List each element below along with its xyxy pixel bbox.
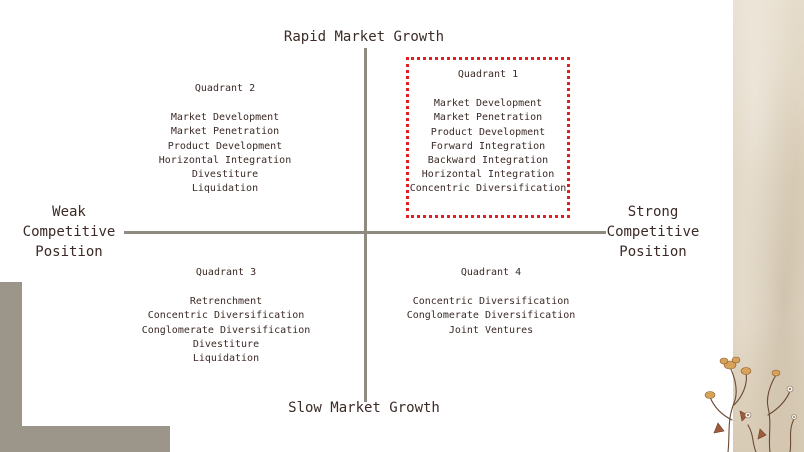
strategy-item: Concentric Diversification <box>409 183 567 195</box>
axis-label-right-line: Strong <box>627 204 679 220</box>
axis-label-left-line: Position <box>35 244 103 260</box>
axis-label-left-line: Competitive <box>22 224 116 240</box>
strategy-item: Liquidation <box>191 183 259 195</box>
strategy-item: Product Development <box>167 140 283 152</box>
strategy-item: Market Penetration <box>433 112 543 124</box>
quadrant-title: Quadrant 3 <box>195 267 257 278</box>
axis-label-right-line: Position <box>619 244 687 260</box>
strategy-item: Concentric Diversification <box>147 310 305 322</box>
quadrant-title: Quadrant 4 <box>460 267 522 278</box>
strategy-item: Horizontal Integration <box>158 154 292 166</box>
strategy-item: Retrenchment <box>189 296 263 308</box>
quadrant-2: Quadrant 2 Market Development Market Pen… <box>150 82 300 196</box>
strategy-item: Market Development <box>170 112 280 124</box>
quadrant-4: Quadrant 4 Concentric Diversification Co… <box>400 266 582 338</box>
axis-label-left-line: Weak <box>52 204 86 220</box>
decorative-frame-horizontal <box>0 426 170 452</box>
strategy-item: Liquidation <box>192 353 260 365</box>
strategy-item: Forward Integration <box>430 140 546 152</box>
horizontal-axis <box>124 231 606 234</box>
strategy-item: Market Penetration <box>170 126 280 138</box>
axis-label-top: Rapid Market Growth <box>283 29 445 45</box>
axis-label-right: Strong Competitive Position <box>598 202 708 262</box>
strategy-item: Divestiture <box>192 338 260 350</box>
strategy-item: Concentric Diversification <box>412 296 570 308</box>
strategy-item: Divestiture <box>191 169 259 181</box>
decorative-frame-vertical <box>0 282 22 452</box>
quadrant-3: Quadrant 3 Retrenchment Concentric Diver… <box>140 266 312 366</box>
strategy-item: Joint Ventures <box>448 324 534 336</box>
quadrant-title: Quadrant 2 <box>194 83 256 94</box>
axis-label-left: Weak Competitive Position <box>14 202 124 262</box>
axis-label-bottom: Slow Market Growth <box>288 400 440 416</box>
quadrant-1-highlight <box>406 57 570 218</box>
vertical-axis <box>364 48 367 402</box>
strategy-item: Conglomerate Diversification <box>406 310 576 322</box>
strategy-item: Product Development <box>430 126 546 138</box>
strategy-item: Market Development <box>433 98 543 110</box>
strategy-item: Conglomerate Diversification <box>141 324 311 336</box>
quadrant-1: Quadrant 1 Market Development Market Pen… <box>408 68 568 197</box>
strategy-item: Horizontal Integration <box>421 169 555 181</box>
quadrant-title: Quadrant 1 <box>457 69 519 80</box>
axis-label-right-line: Competitive <box>606 224 700 240</box>
parchment-panel <box>733 0 804 452</box>
flower-sketch-icon <box>704 356 797 452</box>
strategy-item: Backward Integration <box>427 155 549 167</box>
